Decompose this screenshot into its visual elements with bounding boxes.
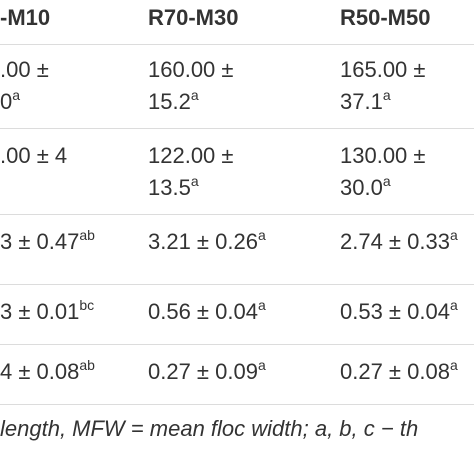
cell-value: 3 ± 0.01 — [0, 299, 80, 324]
significance-letter: a — [190, 173, 199, 189]
significance-letter: a — [257, 357, 266, 373]
significance-letter: a — [12, 87, 21, 103]
table-cell: 0.56 ± 0.04a — [148, 296, 266, 328]
table-cell: 0.27 ± 0.09a — [148, 356, 266, 388]
table-cell: 2.74 ± 0.33a — [340, 226, 458, 258]
cell-value: 0.56 ± 0.04 — [148, 299, 258, 324]
significance-letter: a — [190, 87, 199, 103]
table-cell: 0.53 ± 0.04a — [340, 296, 458, 328]
significance-letter: a — [257, 297, 266, 313]
table-cell: 130.00 ± 30.0a — [340, 140, 458, 204]
footnote: length, MFW = mean floc width; a, b, c −… — [0, 416, 419, 441]
table-cell: .00 ± 4 — [0, 140, 70, 172]
row-rule — [0, 128, 474, 129]
row-rule — [0, 284, 474, 285]
column-header: -M10 — [0, 5, 51, 30]
table-cell: 122.00 ± 13.5a — [148, 140, 266, 204]
row-rule — [0, 214, 474, 215]
table-cell: 4 ± 0.08ab — [0, 356, 95, 388]
cell-value: 0.27 ± 0.08 — [340, 359, 450, 384]
cell-value: .00 ± 0 — [0, 57, 49, 114]
significance-letter: ab — [79, 357, 95, 373]
significance-letter: a — [257, 227, 266, 243]
cell-value: 130.00 ± 30.0 — [340, 143, 426, 200]
cell-value: 0.53 ± 0.04 — [340, 299, 450, 324]
significance-letter: a — [382, 87, 391, 103]
significance-letter: a — [449, 227, 458, 243]
cell-value: .00 ± 4 — [0, 143, 68, 168]
significance-letter: a — [449, 297, 458, 313]
header-rule — [0, 44, 474, 45]
significance-letter: a — [449, 357, 458, 373]
column-header: R70-M30 — [148, 5, 239, 30]
table-cell: .00 ± 0a — [0, 54, 70, 118]
significance-letter: bc — [79, 297, 95, 313]
table-cell: 3.21 ± 0.26a — [148, 226, 266, 258]
table-cell: 0.27 ± 0.08a — [340, 356, 458, 388]
table-cell: 3 ± 0.01bc — [0, 296, 94, 328]
cell-value: 2.74 ± 0.33 — [340, 229, 450, 254]
significance-letter: ab — [79, 227, 95, 243]
row-rule — [0, 344, 474, 345]
column-header: R50-M50 — [340, 5, 431, 30]
table-cell: 3 ± 0.47ab — [0, 226, 95, 258]
cell-value: 122.00 ± 13.5 — [148, 143, 234, 200]
cell-value: 165.00 ± 37.1 — [340, 57, 426, 114]
cell-value: 4 ± 0.08 — [0, 359, 80, 384]
significance-letter: a — [382, 173, 391, 189]
cell-value: 160.00 ± 15.2 — [148, 57, 234, 114]
row-rule — [0, 404, 474, 405]
cell-value: 0.27 ± 0.09 — [148, 359, 258, 384]
cell-value: 3 ± 0.47 — [0, 229, 80, 254]
cell-value: 3.21 ± 0.26 — [148, 229, 258, 254]
table-cell: 165.00 ± 37.1a — [340, 54, 458, 118]
table-cell: 160.00 ± 15.2a — [148, 54, 266, 118]
